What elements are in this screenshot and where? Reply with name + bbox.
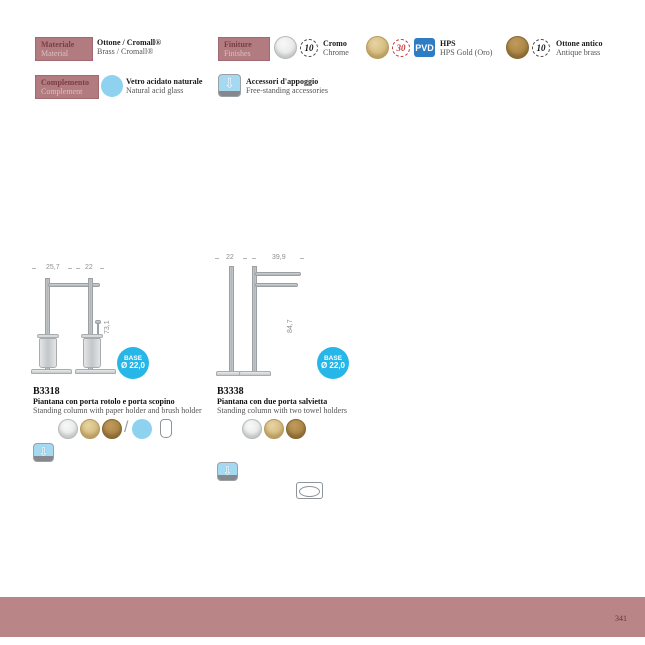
accessories-value: Accessori d'appoggio Free-standing acces… (246, 77, 328, 95)
b3318-base-badge-line2: Ø 22,0 (120, 361, 145, 371)
b3318-name-it: Piantana con porta rotolo e porta scopin… (33, 397, 175, 406)
antique-brass-finish-text: Ottone antico Antique brass (556, 39, 602, 57)
chrome-name-it: Cromo (323, 39, 347, 48)
pvd-badge: PVD (414, 38, 435, 57)
option-separator: / (124, 419, 129, 436)
antique-brass-name-en: Antique brass (556, 48, 601, 57)
finishes-label-box: Finiture Finishes (218, 37, 270, 62)
material-label-it: Materiale (41, 40, 75, 49)
b3318-left-cup-rim (37, 334, 59, 338)
dim-tick (215, 258, 219, 259)
footer-band: 341 (0, 597, 645, 637)
antique-brass-swatch (506, 36, 529, 59)
complement-value-it: Vetro acidato naturale (126, 77, 203, 86)
b3318-paper-holder-arm (48, 283, 100, 287)
finishes-label-en: Finishes (224, 49, 251, 59)
b3338-brass-option (286, 419, 306, 439)
material-label-box: Materiale Material (35, 37, 93, 62)
hps-finish-text: HPS HPS Gold (Oro) (440, 39, 492, 57)
b3318-code: B3318 (33, 386, 60, 397)
complement-label-en: Complement (41, 87, 83, 97)
b3318-dim-width2: 22 (85, 264, 93, 271)
warranty-10-badge-2: 10 (532, 39, 550, 57)
b3338-dim-height: 84,7 (287, 319, 294, 333)
icon-base-bar (34, 456, 53, 461)
b3338-name-it: Piantana con due porta salvietta (217, 397, 328, 406)
complement-label-it: Complemento (41, 78, 89, 87)
towel-holder-icon (296, 482, 323, 499)
b3338-base-badge: BASE Ø 22,0 (317, 347, 349, 379)
b3338-towel-bar-1 (255, 272, 301, 276)
gold-swatch (366, 36, 389, 59)
b3318-dim-width1: 25,7 (46, 264, 60, 271)
page-number: 341 (615, 614, 627, 623)
b3338-towel-bar-2 (255, 283, 298, 287)
b3318-base-badge-line1: BASE (123, 355, 143, 363)
b3318-left-brush-cup (39, 338, 57, 368)
material-value-en: Brass / Cromall® (97, 47, 154, 56)
b3318-left-base (31, 369, 72, 374)
b3338-right-column (252, 266, 257, 372)
b3318-right-base (75, 369, 116, 374)
b3318-brush-knob (95, 320, 101, 324)
acid-glass-swatch (101, 75, 123, 97)
dim-tick (68, 268, 72, 269)
icon-base-bar (218, 475, 237, 480)
antique-brass-name-it: Ottone antico (556, 39, 603, 48)
b3338-gold-option (264, 419, 284, 439)
complement-label-box: Complemento Complement (35, 75, 99, 100)
b3318-gold-option (80, 419, 100, 439)
chrome-name-en: Chrome (323, 48, 349, 57)
complement-value-en: Natural acid glass (126, 86, 184, 95)
material-value: Ottone / Cromall® Brass / Cromall® (97, 38, 161, 56)
down-arrow-icon: ⇩ (38, 444, 49, 459)
icon-base-bar (219, 91, 240, 96)
b3338-base-badge-line2: Ø 22,0 (320, 361, 345, 371)
dim-tick (76, 268, 80, 269)
hps-name-it: HPS (440, 39, 456, 48)
dim-tick (252, 258, 256, 259)
complement-value: Vetro acidato naturale Natural acid glas… (126, 77, 202, 95)
b3338-dim-width1: 22 (226, 254, 234, 261)
warranty-30-badge: 30 (392, 39, 410, 57)
b3338-free-standing-icon: ⇩ (217, 462, 238, 481)
b3318-chrome-option (58, 419, 78, 439)
b3318-free-standing-icon: ⇩ (33, 443, 54, 462)
glass-holder-icon (160, 419, 172, 438)
material-value-it: Ottone / Cromall® (97, 38, 162, 47)
dim-tick (243, 258, 247, 259)
b3318-brass-option (102, 419, 122, 439)
b3338-base-badge-line1: BASE (323, 355, 343, 363)
b3338-dim-width2: 39,9 (272, 254, 286, 261)
b3318-right-brush-cup (83, 338, 101, 368)
b3318-glass-option (132, 419, 152, 439)
chrome-swatch (274, 36, 297, 59)
down-arrow-icon: ⇩ (223, 76, 236, 93)
down-arrow-icon: ⇩ (222, 463, 233, 478)
dim-tick (32, 268, 36, 269)
b3338-name-en: Standing column with two towel holders (217, 406, 347, 415)
b3318-right-cup-rim (81, 334, 103, 338)
dim-tick (100, 268, 104, 269)
material-label-en: Material (41, 49, 69, 59)
b3318-base-badge: BASE Ø 22,0 (117, 347, 149, 379)
b3338-chrome-option (242, 419, 262, 439)
hps-name-en: HPS Gold (Oro) (440, 48, 493, 57)
b3318-name-en: Standing column with paper holder and br… (33, 406, 202, 415)
finishes-label-it: Finiture (224, 40, 252, 49)
b3318-dim-height: 73,1 (104, 320, 111, 334)
chrome-finish-text: Cromo Chrome (323, 39, 349, 57)
b3338-right-base (239, 371, 271, 376)
towel-icon-oval (299, 486, 320, 497)
warranty-10-badge: 10 (300, 39, 318, 57)
b3338-left-column (229, 266, 234, 372)
b3338-code: B3338 (217, 386, 244, 397)
dim-tick (300, 258, 304, 259)
accessories-value-it: Accessori d'appoggio (246, 77, 319, 86)
free-standing-icon: ⇩ (218, 74, 241, 97)
accessories-value-en: Free-standing accessories (246, 86, 328, 95)
